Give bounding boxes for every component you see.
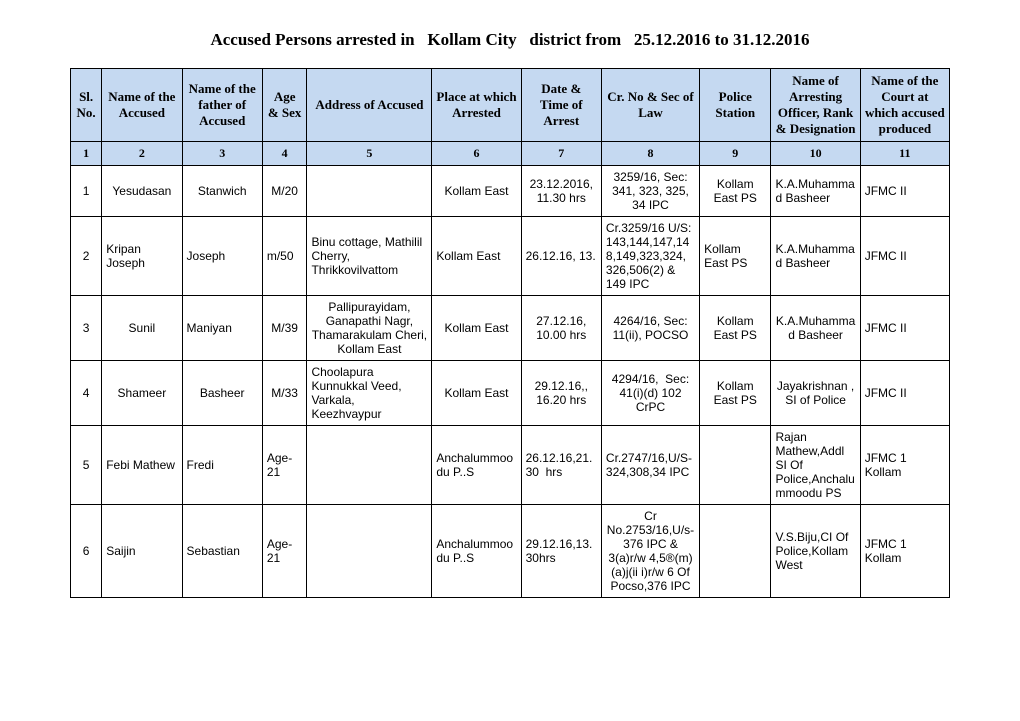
col-ps: Police Station [700, 69, 771, 142]
cell-sl: 6 [71, 505, 102, 598]
cell-crno: 3259/16, Sec: 341, 323, 325, 34 IPC [601, 166, 699, 217]
cell-place: Kollam East [432, 166, 521, 217]
table-row: 6SaijinSebastianAge-21 Anchalummoodu P..S… [71, 505, 950, 598]
table-row: 4ShameerBasheerM/33Choolapura Kunnukkal … [71, 361, 950, 426]
cell-crno: Cr No.2753/16,U/s-376 IPC & 3(a)r/w 4,5®… [601, 505, 699, 598]
cell-father: Stanwich [182, 166, 262, 217]
cell-date: 23.12.2016, 11.30 hrs [521, 166, 601, 217]
cell-father: Fredi [182, 426, 262, 505]
colnum: 1 [71, 142, 102, 166]
cell-court: JFMC II [860, 296, 949, 361]
cell-age: M/39 [262, 296, 307, 361]
cell-date: 26.12.16, 13. [521, 217, 601, 296]
colnum: 9 [700, 142, 771, 166]
cell-officer: K.A.Muhammad Basheer [771, 166, 860, 217]
col-age: Age & Sex [262, 69, 307, 142]
cell-crno: Cr.3259/16 U/S: 143,144,147,14 8,149,323… [601, 217, 699, 296]
cell-father: Sebastian [182, 505, 262, 598]
cell-place: Kollam East [432, 296, 521, 361]
cell-father: Maniyan [182, 296, 262, 361]
cell-addr: Pallipurayidam, Ganapathi Nagr, Thamarak… [307, 296, 432, 361]
arrest-table: Sl. No. Name of the Accused Name of the … [70, 68, 950, 598]
cell-court: JFMC 1 Kollam [860, 505, 949, 598]
cell-name: Kripan Joseph [102, 217, 182, 296]
colnum: 11 [860, 142, 949, 166]
cell-addr [307, 505, 432, 598]
page-title: Accused Persons arrested in Kollam City … [70, 30, 950, 50]
cell-court: JFMC 1 Kollam [860, 426, 949, 505]
colnum: 10 [771, 142, 860, 166]
cell-father: Joseph [182, 217, 262, 296]
colnum: 7 [521, 142, 601, 166]
col-sl: Sl. No. [71, 69, 102, 142]
cell-ps: Kollam East PS [700, 217, 771, 296]
cell-name: Shameer [102, 361, 182, 426]
cell-father: Basheer [182, 361, 262, 426]
cell-place: Kollam East [432, 217, 521, 296]
cell-addr [307, 166, 432, 217]
cell-name: Yesudasan [102, 166, 182, 217]
cell-sl: 5 [71, 426, 102, 505]
cell-ps: Kollam East PS [700, 296, 771, 361]
cell-date: 27.12.16, 10.00 hrs [521, 296, 601, 361]
col-addr: Address of Accused [307, 69, 432, 142]
cell-ps [700, 426, 771, 505]
cell-age: M/33 [262, 361, 307, 426]
cell-ps: Kollam East PS [700, 361, 771, 426]
cell-age: Age-21 [262, 426, 307, 505]
col-name: Name of the Accused [102, 69, 182, 142]
cell-age: m/50 [262, 217, 307, 296]
cell-date: 29.12.16,13.30hrs [521, 505, 601, 598]
header-row: Sl. No. Name of the Accused Name of the … [71, 69, 950, 142]
cell-officer: Rajan Mathew,Addl SI Of Police,Anchalumm… [771, 426, 860, 505]
cell-officer: V.S.Biju,CI Of Police,Kollam West [771, 505, 860, 598]
cell-date: 29.12.16,, 16.20 hrs [521, 361, 601, 426]
cell-officer: Jayakrishnan , SI of Police [771, 361, 860, 426]
cell-court: JFMC II [860, 166, 949, 217]
col-officer: Name of Arresting Officer, Rank & Design… [771, 69, 860, 142]
cell-sl: 1 [71, 166, 102, 217]
table-row: 1YesudasanStanwichM/20 Kollam East23.12.2… [71, 166, 950, 217]
cell-place: Anchalummoodu P..S [432, 505, 521, 598]
cell-court: JFMC II [860, 361, 949, 426]
colnum: 2 [102, 142, 182, 166]
cell-place: Anchalummoodu P..S [432, 426, 521, 505]
cell-name: Febi Mathew [102, 426, 182, 505]
cell-name: Sunil [102, 296, 182, 361]
cell-crno: 4294/16, Sec: 41(i)(d) 102 CrPC [601, 361, 699, 426]
table-row: 5Febi MathewFrediAge-21 Anchalummoodu P..… [71, 426, 950, 505]
cell-addr: Binu cottage, Mathilil Cherry, Thrikkovi… [307, 217, 432, 296]
cell-addr [307, 426, 432, 505]
colnum: 4 [262, 142, 307, 166]
col-court: Name of the Court at which accused produ… [860, 69, 949, 142]
cell-court: JFMC II [860, 217, 949, 296]
cell-name: Saijin [102, 505, 182, 598]
column-number-row: 1 2 3 4 5 6 7 8 9 10 11 [71, 142, 950, 166]
cell-officer: K.A.Muhammad Basheer [771, 296, 860, 361]
col-place: Place at which Arrested [432, 69, 521, 142]
col-date: Date & Time of Arrest [521, 69, 601, 142]
cell-crno: Cr.2747/16,U/S-324,308,34 IPC [601, 426, 699, 505]
col-crno: Cr. No & Sec of Law [601, 69, 699, 142]
cell-age: Age-21 [262, 505, 307, 598]
cell-ps: Kollam East PS [700, 166, 771, 217]
cell-sl: 4 [71, 361, 102, 426]
cell-place: Kollam East [432, 361, 521, 426]
col-father: Name of the father of Accused [182, 69, 262, 142]
colnum: 6 [432, 142, 521, 166]
colnum: 5 [307, 142, 432, 166]
cell-date: 26.12.16,21.30 hrs [521, 426, 601, 505]
cell-sl: 2 [71, 217, 102, 296]
cell-sl: 3 [71, 296, 102, 361]
cell-crno: 4264/16, Sec: 11(ii), POCSO [601, 296, 699, 361]
cell-ps [700, 505, 771, 598]
colnum: 8 [601, 142, 699, 166]
colnum: 3 [182, 142, 262, 166]
table-row: 3SunilManiyanM/39Pallipurayidam, Ganapat… [71, 296, 950, 361]
table-row: 2Kripan JosephJosephm/50Binu cottage, Ma… [71, 217, 950, 296]
cell-officer: K.A.Muhammad Basheer [771, 217, 860, 296]
cell-age: M/20 [262, 166, 307, 217]
cell-addr: Choolapura Kunnukkal Veed, Varkala, Keez… [307, 361, 432, 426]
